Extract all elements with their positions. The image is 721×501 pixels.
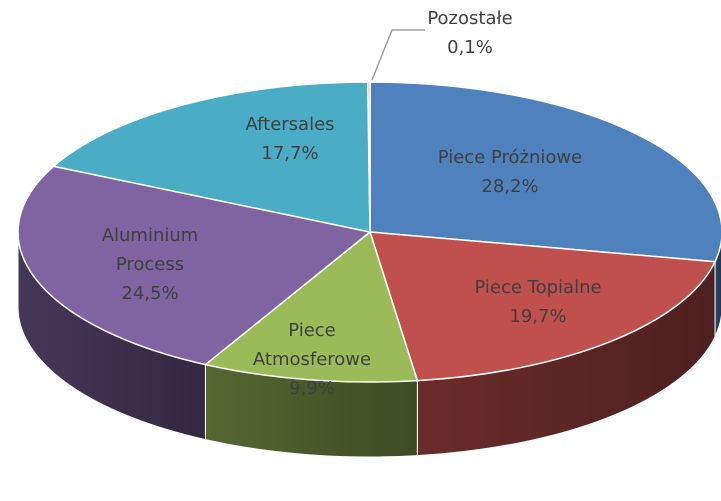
slice-label: Aftersales 17,7% <box>210 110 370 168</box>
slice <box>367 81 371 233</box>
category-label: Aluminium Process <box>101 225 199 275</box>
leader-line <box>371 29 425 81</box>
value-label: 28,2% <box>481 176 539 197</box>
value-label: 24,5% <box>121 283 179 304</box>
slice <box>17 165 372 366</box>
slice <box>203 230 419 383</box>
slice <box>368 231 717 382</box>
value-label: 0,1% <box>447 37 493 58</box>
category-label: Pozostałe <box>427 8 513 29</box>
category-label: Piece Próżniowe <box>437 147 583 168</box>
slice-label: Aluminium Process 24,5% <box>90 221 210 308</box>
category-label: Piece Atmosferowe <box>252 320 372 370</box>
slice-label: Piece Topialne 19,7% <box>438 273 638 331</box>
side-group <box>17 231 721 458</box>
value-label: 9,9% <box>289 378 335 399</box>
slice <box>369 81 721 263</box>
slice-label: Piece Atmosferowe 9,9% <box>252 316 372 403</box>
category-label: Piece Topialne <box>474 277 602 298</box>
value-label: 19,7% <box>509 306 567 327</box>
category-label: Aftersales <box>245 114 335 135</box>
slice-label: Pozostałe 0,1% <box>400 4 540 62</box>
value-label: 17,7% <box>261 143 319 164</box>
slice <box>51 81 371 233</box>
slice-label: Piece Próżniowe 28,2% <box>410 143 610 201</box>
